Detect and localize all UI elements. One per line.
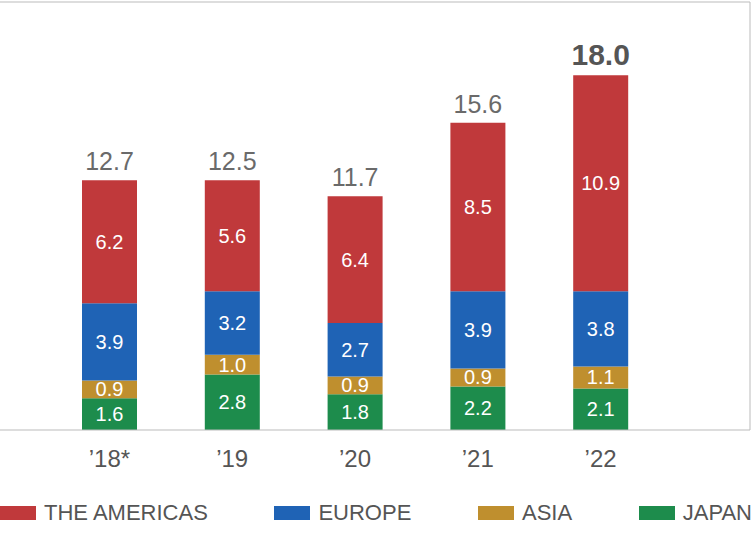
svg-text:8.5: 8.5 xyxy=(464,196,492,218)
html-text:THE AMERICAS: THE AMERICAS xyxy=(44,500,208,525)
svg-text:2.8: 2.8 xyxy=(218,391,246,413)
svg-text:12.7: 12.7 xyxy=(85,147,134,175)
svg-text:0.9: 0.9 xyxy=(464,366,492,388)
svg-text:0.9: 0.9 xyxy=(96,378,124,400)
svg-text:6.4: 6.4 xyxy=(341,249,369,271)
svg-text:1.6: 1.6 xyxy=(96,403,124,425)
html-text:ASIA: ASIA xyxy=(522,500,573,525)
svg-text:12.5: 12.5 xyxy=(208,147,257,175)
svg-text:’21: ’21 xyxy=(462,445,494,472)
svg-text:3.9: 3.9 xyxy=(96,331,124,353)
svg-text:’18*: ’18* xyxy=(89,445,130,472)
svg-text:3.8: 3.8 xyxy=(587,318,615,340)
svg-text:2.1: 2.1 xyxy=(587,398,615,420)
svg-text:’19: ’19 xyxy=(216,445,248,472)
svg-text:1.8: 1.8 xyxy=(341,401,369,423)
svg-text:0.9: 0.9 xyxy=(341,374,369,396)
svg-text:3.2: 3.2 xyxy=(218,312,246,334)
svg-text:1.0: 1.0 xyxy=(218,354,246,376)
svg-text:’22: ’22 xyxy=(585,445,617,472)
html-text:JAPAN: JAPAN xyxy=(682,500,752,525)
svg-text:18.0: 18.0 xyxy=(572,38,630,71)
svg-text:1.1: 1.1 xyxy=(587,366,615,388)
svg-text:11.7: 11.7 xyxy=(332,163,379,191)
svg-text:15.6: 15.6 xyxy=(454,90,503,118)
svg-text:2.7: 2.7 xyxy=(341,339,369,361)
html-text:EUROPE: EUROPE xyxy=(318,500,412,525)
svg-text:5.6: 5.6 xyxy=(218,225,246,247)
svg-text:2.2: 2.2 xyxy=(464,397,492,419)
svg-text:6.2: 6.2 xyxy=(96,231,124,253)
svg-text:10.9: 10.9 xyxy=(581,172,620,194)
svg-text:3.9: 3.9 xyxy=(464,319,492,341)
svg-text:’20: ’20 xyxy=(339,445,371,472)
